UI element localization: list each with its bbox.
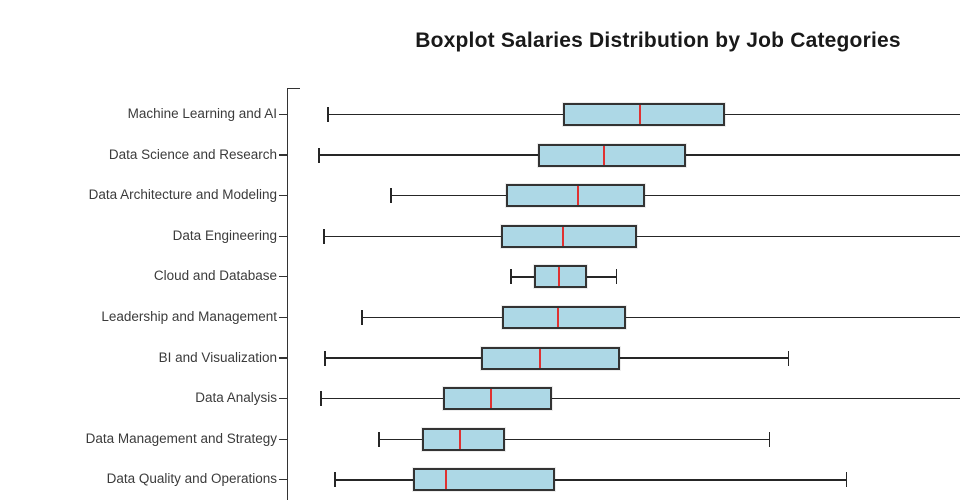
category-label: BI and Visualization [158,349,277,365]
whisker-line-left [510,276,534,278]
whisker-line-right [645,194,960,197]
whisker-line-left [324,357,481,359]
median-line [490,389,492,409]
category-tick [279,398,287,400]
whisker-cap-right [615,269,617,285]
iqr-box [534,265,587,289]
whisker-line-right [555,479,847,481]
iqr-box [443,387,552,411]
iqr-box [563,103,725,126]
category-label: Data Architecture and Modeling [88,187,277,203]
median-line [445,470,447,490]
median-line [459,429,461,449]
iqr-box [481,346,620,370]
whisker-cap-right [768,431,770,447]
whisker-cap-right [787,350,789,366]
y-axis-top-corner [287,88,300,90]
category-label: Cloud and Database [153,268,277,284]
whisker-cap-left [510,269,512,285]
category-label: Leadership and Management [101,309,277,324]
category-tick [279,316,287,319]
median-line [639,105,641,124]
whisker-cap-left [361,310,363,325]
whisker-line-right [505,438,770,441]
category-label: Data Analysis [195,390,277,406]
whisker-cap-right [845,472,847,488]
whisker-line-right [686,154,960,156]
whisker-cap-left [320,391,322,407]
chart-title: Boxplot Salaries Distribution by Job Cat… [415,29,901,52]
whisker-cap-left [324,350,326,366]
iqr-box [538,143,686,167]
whisker-line-right [626,316,960,319]
whisker-line-left [327,113,563,116]
whisker-cap-left [318,147,320,163]
whisker-cap-left [390,188,392,204]
whisker-line-right [552,397,960,400]
median-line [539,348,541,368]
iqr-box [413,468,555,492]
category-tick [279,276,287,278]
whisker-cap-left [334,472,336,488]
whisker-line-right [725,113,960,116]
iqr-box [502,306,626,329]
whisker-line-right [637,235,960,238]
category-tick [279,113,287,116]
whisker-line-left [318,154,538,156]
category-label: Data Management and Strategy [85,430,277,446]
whisker-line-right [620,357,789,359]
category-label: Machine Learning and AI [127,106,277,121]
median-line [558,267,560,287]
category-tick [279,357,287,359]
category-label: Data Engineering [172,227,277,243]
whisker-line-left [334,479,413,481]
y-axis-spine [287,88,289,500]
category-tick [279,479,287,481]
whisker-cap-left [323,228,325,244]
whisker-line-left [390,194,506,197]
whisker-line-left [378,438,422,441]
median-line [562,226,564,246]
whisker-cap-left [378,431,380,447]
whisker-cap-left [327,107,329,122]
whisker-line-left [320,397,443,400]
median-line [577,186,579,206]
whisker-line-left [361,316,502,319]
category-label: Data Science and Research [108,146,277,162]
iqr-box [422,427,505,451]
category-tick [279,235,287,237]
median-line [603,145,605,165]
category-tick [279,438,287,440]
category-label: Data Quality and Operations [106,471,277,487]
category-tick [279,195,287,197]
median-line [557,308,559,327]
iqr-box [506,184,645,208]
iqr-box [501,224,637,248]
whisker-line-right [587,276,617,278]
whisker-line-left [323,235,501,238]
category-tick [279,154,287,156]
